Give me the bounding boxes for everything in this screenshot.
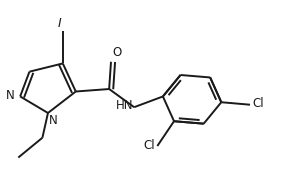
Text: O: O [113,46,122,59]
Text: Cl: Cl [144,139,156,152]
Text: Cl: Cl [252,97,263,110]
Text: I: I [57,17,61,30]
Text: N: N [49,114,58,127]
Text: HN: HN [116,99,133,112]
Text: N: N [6,89,15,102]
